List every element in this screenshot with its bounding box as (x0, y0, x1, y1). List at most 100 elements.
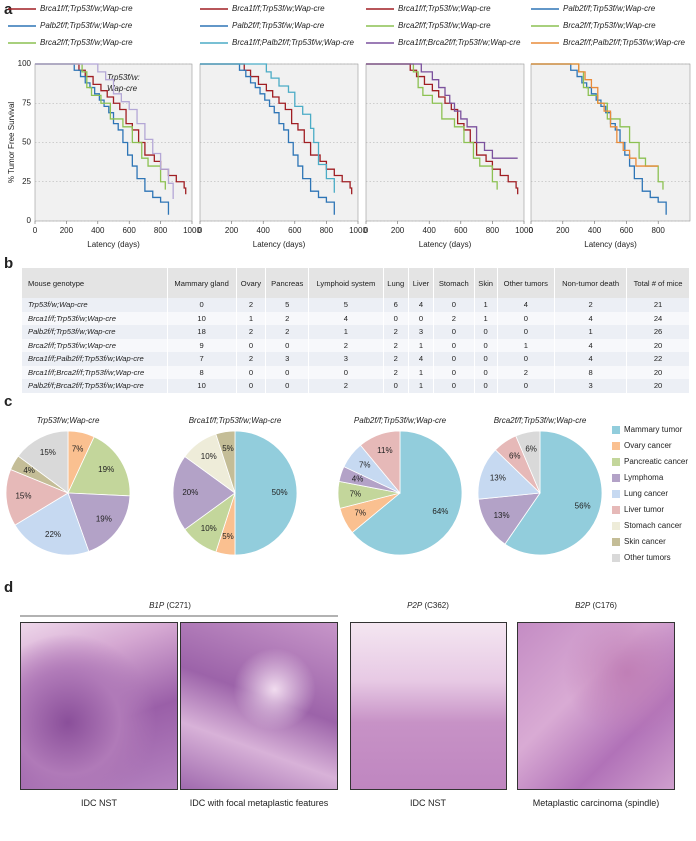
legend-label: Brca1f/f;Trp53f/w;Wap-cre (40, 4, 133, 13)
legend-label: Skin cancer (624, 537, 666, 546)
x-tick-label: 400 (423, 226, 437, 235)
table-cell: 0 (433, 365, 475, 379)
pie-title: Brca1f/f;Trp53f/w;Wap-cre (189, 416, 282, 425)
plot-area (530, 63, 691, 222)
table-cell: 2 (236, 298, 267, 312)
x-tick-label: 200 (60, 226, 74, 235)
header-row: Mouse genotype Mammary gland Ovary Pancreas… (22, 268, 690, 298)
group-id: (C362) (424, 601, 449, 610)
table-cell: 4 (408, 352, 434, 366)
table-cell: 2 (383, 365, 410, 379)
x-axis-label: Latency (days) (584, 240, 637, 249)
legend-label: Lymphoma (624, 473, 664, 482)
survival-curve (531, 63, 659, 167)
table-cell: 4 (554, 352, 628, 366)
pie-slice (215, 430, 236, 494)
x-tick-label: 400 (91, 226, 105, 235)
table-cell: 2 (308, 379, 384, 393)
table-row: Palb2f/f;Brca2f/f;Trp53f/w;Wap-cre 10 0 0 2 0… (22, 379, 690, 393)
legend-label: Palb2f/f;Trp53f/w;Wap-cre (40, 21, 133, 30)
group-id: (C176) (592, 601, 617, 610)
slice-label: 10% (201, 524, 217, 533)
legend-label: Brca1f/f;Trp53f/w;Wap-cre (232, 4, 325, 13)
y-tick-label: 25 (22, 177, 31, 186)
slice-label: 4% (23, 466, 35, 475)
legend-label: Brca2f/f;Trp53f/w;Wap-cre (40, 38, 133, 47)
table-cell: 8 (554, 365, 628, 379)
pie-slice (504, 430, 603, 556)
panel-letter: d (4, 579, 13, 596)
x-tick-label: 1000 (349, 226, 367, 235)
x-tick-label: 0 (33, 226, 38, 235)
slice-label: 7% (350, 490, 362, 499)
table-cell: 20 (626, 338, 690, 352)
x-axis-label: Latency (days) (87, 240, 140, 249)
survival-curve (200, 63, 353, 195)
slice-label: 13% (494, 511, 510, 520)
x-axis-label: Latency (days) (419, 240, 472, 249)
table-cell: 1 (474, 298, 498, 312)
survival-curve (200, 63, 335, 215)
y-tick-label: 75 (22, 98, 31, 107)
caption: Metaplastic carcinoma (spindle) (532, 798, 660, 808)
legend-label: Brca2f/f;Trp53f/w;Wap-cre (398, 21, 491, 30)
table-cell: 1 (408, 338, 434, 352)
x-tick-label: 600 (288, 226, 302, 235)
survival-curve (35, 63, 166, 190)
table-cell: 2 (497, 365, 556, 379)
table-cell: 5 (308, 298, 384, 312)
table-cell: 4 (308, 311, 384, 325)
table-cell: 1 (554, 325, 628, 339)
slice-label: 56% (575, 501, 591, 510)
legend-label: Liver tumor (624, 505, 664, 514)
pie-slice (14, 492, 90, 556)
header-cell: Lymphoid system (308, 268, 384, 298)
slice-label: 10% (201, 452, 217, 461)
table-cell: 0 (265, 379, 310, 393)
legend-swatch (612, 442, 620, 450)
legend-label: Brca1f/f;Palb2f/f;Trp53f/w;Wap-cre (232, 38, 355, 47)
table-cell: 9 (167, 338, 237, 352)
table-cell: 0 (433, 298, 475, 312)
group-name: B1P (149, 601, 165, 610)
slice-label: 6% (525, 444, 537, 453)
x-tick-label: 800 (486, 226, 500, 235)
table-cell: 20 (626, 365, 690, 379)
table-row: Brca1f/f;Trp53f/w;Wap-cre 10 1 2 4 0 0 2 1 0 4 24 (22, 311, 690, 325)
group-name: P2P (407, 601, 423, 610)
group-label: P2P (C362) (407, 601, 449, 610)
x-tick-label: 200 (225, 226, 239, 235)
group-id: (C271) (166, 601, 191, 610)
header-cell: Pancreas (265, 268, 310, 298)
table-cell: 0 (474, 352, 498, 366)
x-tick-label: 0 (364, 226, 369, 235)
x-tick-label: 200 (556, 226, 570, 235)
slice-label: 5% (222, 444, 234, 453)
group-label: B1P (C271) (149, 601, 191, 610)
table-cell: 1 (408, 365, 434, 379)
table-cell: 0 (474, 325, 498, 339)
caption: IDC with focal metaplastic features (189, 798, 329, 808)
table-cell: 0 (383, 311, 410, 325)
pie-slice (515, 430, 541, 494)
table-cell: 2 (308, 338, 384, 352)
table-cell: 4 (554, 311, 628, 325)
slice-label: 64% (432, 507, 448, 516)
table-cell: 0 (497, 311, 556, 325)
survival-curve (35, 63, 170, 215)
table-body: Trp53f/w;Wap-cre 0 2 5 5 6 4 0 1 4 2 21 Brca1f/f;Trp… (22, 298, 690, 393)
histology-image (517, 622, 675, 790)
pie-title: Brca2f/f;Trp53f/w;Wap-cre (494, 416, 587, 425)
pie-slice (359, 430, 401, 495)
legend-swatch (612, 426, 620, 434)
table-cell: 1 (474, 311, 498, 325)
slice-label: 13% (490, 473, 506, 482)
table-cell: 2 (265, 325, 310, 339)
pie-slice (67, 492, 131, 552)
slice-label: 22% (45, 530, 61, 539)
pie-slice (172, 455, 236, 531)
table-cell: 8 (167, 365, 237, 379)
x-tick-label: 800 (652, 226, 666, 235)
table-cell: 4 (408, 298, 434, 312)
